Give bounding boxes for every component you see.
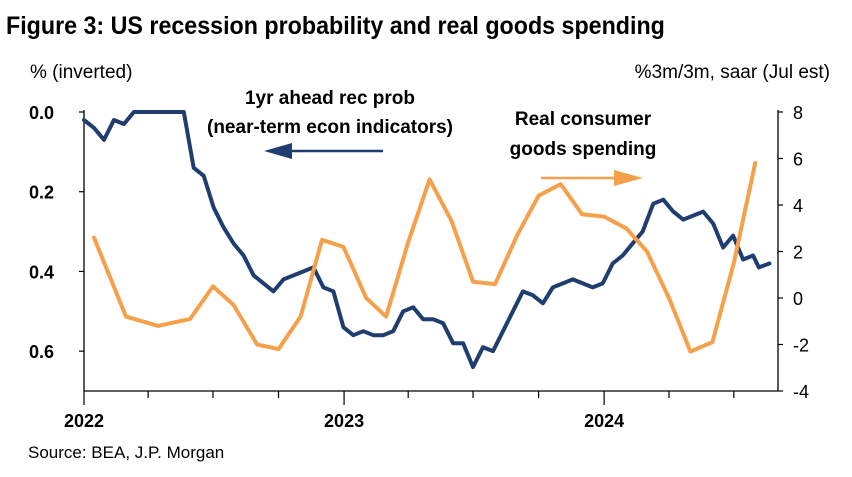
annotation-spending-arrow-head	[614, 170, 643, 186]
annotations: 1yr ahead rec prob (near-term econ indica…	[207, 88, 656, 186]
annotation-spending-line1: Real consumer	[515, 109, 652, 130]
left-tick-label: 0.6	[29, 342, 54, 362]
x-tick-label: 2022	[64, 411, 104, 431]
right-tick-label: 2	[793, 243, 803, 263]
series-group	[82, 110, 772, 370]
series-line-goods-spending	[92, 161, 758, 354]
left-tick-label: 0.2	[29, 183, 54, 203]
left-axis-label: % (inverted)	[30, 62, 133, 83]
left-tick-label: 0.4	[29, 262, 54, 282]
chart-title: Figure 3: US recession probability and r…	[6, 12, 665, 40]
source-note: Source: BEA, J.P. Morgan	[28, 443, 225, 462]
right-axis: 8 6 4 2 0 -2 -4	[777, 103, 809, 402]
right-tick-label: 0	[793, 289, 803, 309]
right-tick-label: 6	[793, 150, 803, 170]
annotation-recprob-line2: (near-term econ indicators)	[207, 117, 453, 138]
right-tick-label: -4	[793, 382, 809, 402]
series-line-recession-probability	[82, 110, 772, 370]
annotation-recprob-line1: 1yr ahead rec prob	[245, 88, 415, 109]
left-axis: 0.0 0.2 0.4 0.6	[29, 103, 85, 391]
x-tick-label: 2024	[584, 411, 624, 431]
x-tick-label: 2023	[324, 411, 364, 431]
annotation-spending-line2: goods spending	[510, 139, 657, 160]
right-tick-label: 8	[793, 103, 803, 123]
right-tick-label: -2	[793, 336, 809, 356]
right-axis-label: %3m/3m, saar (Jul est)	[634, 62, 830, 83]
left-tick-label: 0.0	[29, 103, 54, 123]
annotation-recprob-arrow-head	[264, 143, 292, 159]
x-axis: 2022 2023 2024	[64, 390, 778, 431]
right-tick-label: 4	[793, 196, 803, 216]
